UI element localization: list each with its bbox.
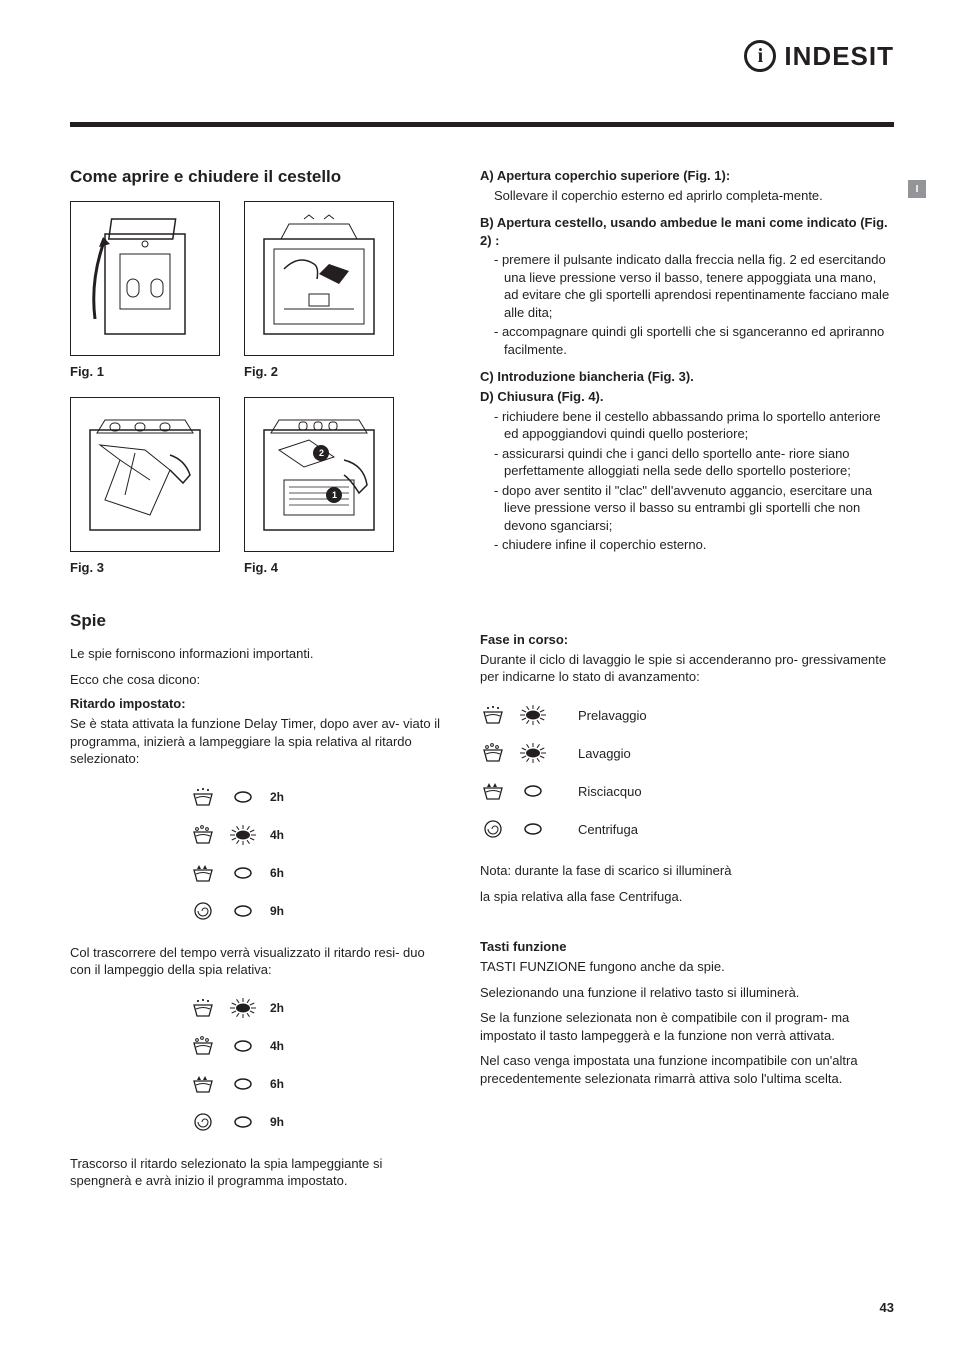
section-title-spie: Spie [70, 611, 440, 631]
phase-icon [480, 742, 506, 764]
fase-note-1: Nota: durante la fase di scarico si illu… [480, 862, 894, 880]
phase-icon [190, 1073, 216, 1095]
led-icon [518, 780, 548, 802]
brand-logo: i INDESIT [744, 40, 894, 72]
phase-label: Lavaggio [560, 746, 631, 761]
section-d-title: D) Chiusura (Fig. 4). [480, 388, 894, 406]
section-d-item-2: assicurarsi quindi che i ganci dello spo… [494, 445, 894, 480]
phase-label: Prelavaggio [560, 708, 647, 723]
led-icon [518, 704, 548, 726]
section-c-title: C) Introduzione biancheria (Fig. 3). [480, 368, 894, 386]
phase-icon [190, 1111, 216, 1133]
header-rule [70, 122, 894, 127]
svg-text:1: 1 [332, 490, 337, 500]
phase-row: Prelavaggio [480, 696, 894, 734]
section-b-title: B) Apertura cestello, usando ambedue le … [480, 214, 894, 249]
section-a-title: A) Apertura coperchio superiore (Fig. 1)… [480, 167, 894, 185]
delay-mid-body: Col trascorrere del tempo verrà visualiz… [70, 944, 440, 979]
fase-title: Fase in corso: [480, 632, 894, 647]
phase-row: Centrifuga [480, 810, 894, 848]
section-a-body: Sollevare il coperchio esterno ed aprirl… [480, 187, 894, 205]
phase-icon [190, 997, 216, 1019]
phase-icon [190, 862, 216, 884]
logo-text: INDESIT [784, 41, 894, 72]
spie-intro-1: Le spie forniscono informazioni importan… [70, 645, 440, 663]
fase-body: Durante il ciclo di lavaggio le spie si … [480, 651, 894, 686]
led-label: 9h [270, 1115, 284, 1129]
phase-icon [190, 900, 216, 922]
right-column: A) Apertura coperchio superiore (Fig. 1)… [480, 167, 894, 1198]
led-label: 6h [270, 866, 284, 880]
figure-2-caption: Fig. 2 [244, 364, 394, 379]
tasti-title: Tasti funzione [480, 939, 894, 954]
led-icon [518, 818, 548, 840]
section-title-open-close: Come aprire e chiudere il cestello [70, 167, 440, 187]
phase-icon [190, 1035, 216, 1057]
tasti-p2: Selezionando una funzione il relativo ta… [480, 984, 894, 1002]
section-b-item-1: premere il pulsante indicato dalla frecc… [494, 251, 894, 321]
figure-1 [70, 201, 220, 356]
delay-end-body: Trascorso il ritardo selezionato la spia… [70, 1155, 440, 1190]
led-icon [228, 900, 258, 922]
fase-note-2: la spia relativa alla fase Centrifuga. [480, 888, 894, 906]
tasti-p1: TASTI FUNZIONE fungono anche da spie. [480, 958, 894, 976]
phase-icon [480, 780, 506, 802]
logo-icon: i [744, 40, 776, 72]
led-icon [228, 997, 258, 1019]
svg-text:2: 2 [319, 448, 324, 458]
led-label: 4h [270, 1039, 284, 1053]
tasti-p4: Nel caso venga impostata una funzione in… [480, 1052, 894, 1087]
delay-led-table-2: 2h 4h 6h 9h [190, 989, 440, 1141]
delay-led-table-1: 2h 4h 6h 9h [190, 778, 440, 930]
delay-heading: Ritardo impostato: [70, 696, 440, 711]
phase-label: Centrifuga [560, 822, 638, 837]
header: i INDESIT [70, 40, 894, 72]
phase-icon [190, 824, 216, 846]
led-row: 6h [190, 1065, 440, 1103]
left-column: Come aprire e chiudere il cestello [70, 167, 440, 1198]
phase-row: Risciacquo [480, 772, 894, 810]
section-b-item-2: accompagnare quindi gli sportelli che si… [494, 323, 894, 358]
phase-label: Risciacquo [560, 784, 642, 799]
led-icon [228, 824, 258, 846]
figure-4-caption: Fig. 4 [244, 560, 394, 575]
led-row: 2h [190, 778, 440, 816]
figure-3 [70, 397, 220, 552]
tasti-p3: Se la funzione selezionata non è compati… [480, 1009, 894, 1044]
led-row: 9h [190, 892, 440, 930]
figure-1-caption: Fig. 1 [70, 364, 220, 379]
led-row: 9h [190, 1103, 440, 1141]
phase-led-table: Prelavaggio Lavaggio Risciacquo Centrifuga [480, 696, 894, 848]
section-d-item-3: dopo aver sentito il "clac" dell'avvenut… [494, 482, 894, 535]
led-icon [228, 1073, 258, 1095]
led-row: 4h [190, 1027, 440, 1065]
delay-body: Se è stata attivata la funzione Delay Ti… [70, 715, 440, 768]
led-row: 4h [190, 816, 440, 854]
led-icon [228, 1111, 258, 1133]
page-number: 43 [880, 1300, 894, 1315]
led-row: 2h [190, 989, 440, 1027]
led-label: 6h [270, 1077, 284, 1091]
led-icon [518, 742, 548, 764]
section-d-item-4: chiudere infine il coperchio esterno. [494, 536, 894, 554]
spie-intro-2: Ecco che cosa dicono: [70, 671, 440, 689]
led-icon [228, 862, 258, 884]
led-label: 4h [270, 828, 284, 842]
led-icon [228, 786, 258, 808]
phase-icon [190, 786, 216, 808]
language-tab: I [908, 180, 926, 198]
led-label: 2h [270, 790, 284, 804]
led-row: 6h [190, 854, 440, 892]
section-d-item-1: richiudere bene il cestello abbassando p… [494, 408, 894, 443]
figure-4: 2 1 [244, 397, 394, 552]
figure-2 [244, 201, 394, 356]
led-label: 9h [270, 904, 284, 918]
phase-icon [480, 818, 506, 840]
figure-3-caption: Fig. 3 [70, 560, 220, 575]
phase-row: Lavaggio [480, 734, 894, 772]
led-icon [228, 1035, 258, 1057]
phase-icon [480, 704, 506, 726]
led-label: 2h [270, 1001, 284, 1015]
